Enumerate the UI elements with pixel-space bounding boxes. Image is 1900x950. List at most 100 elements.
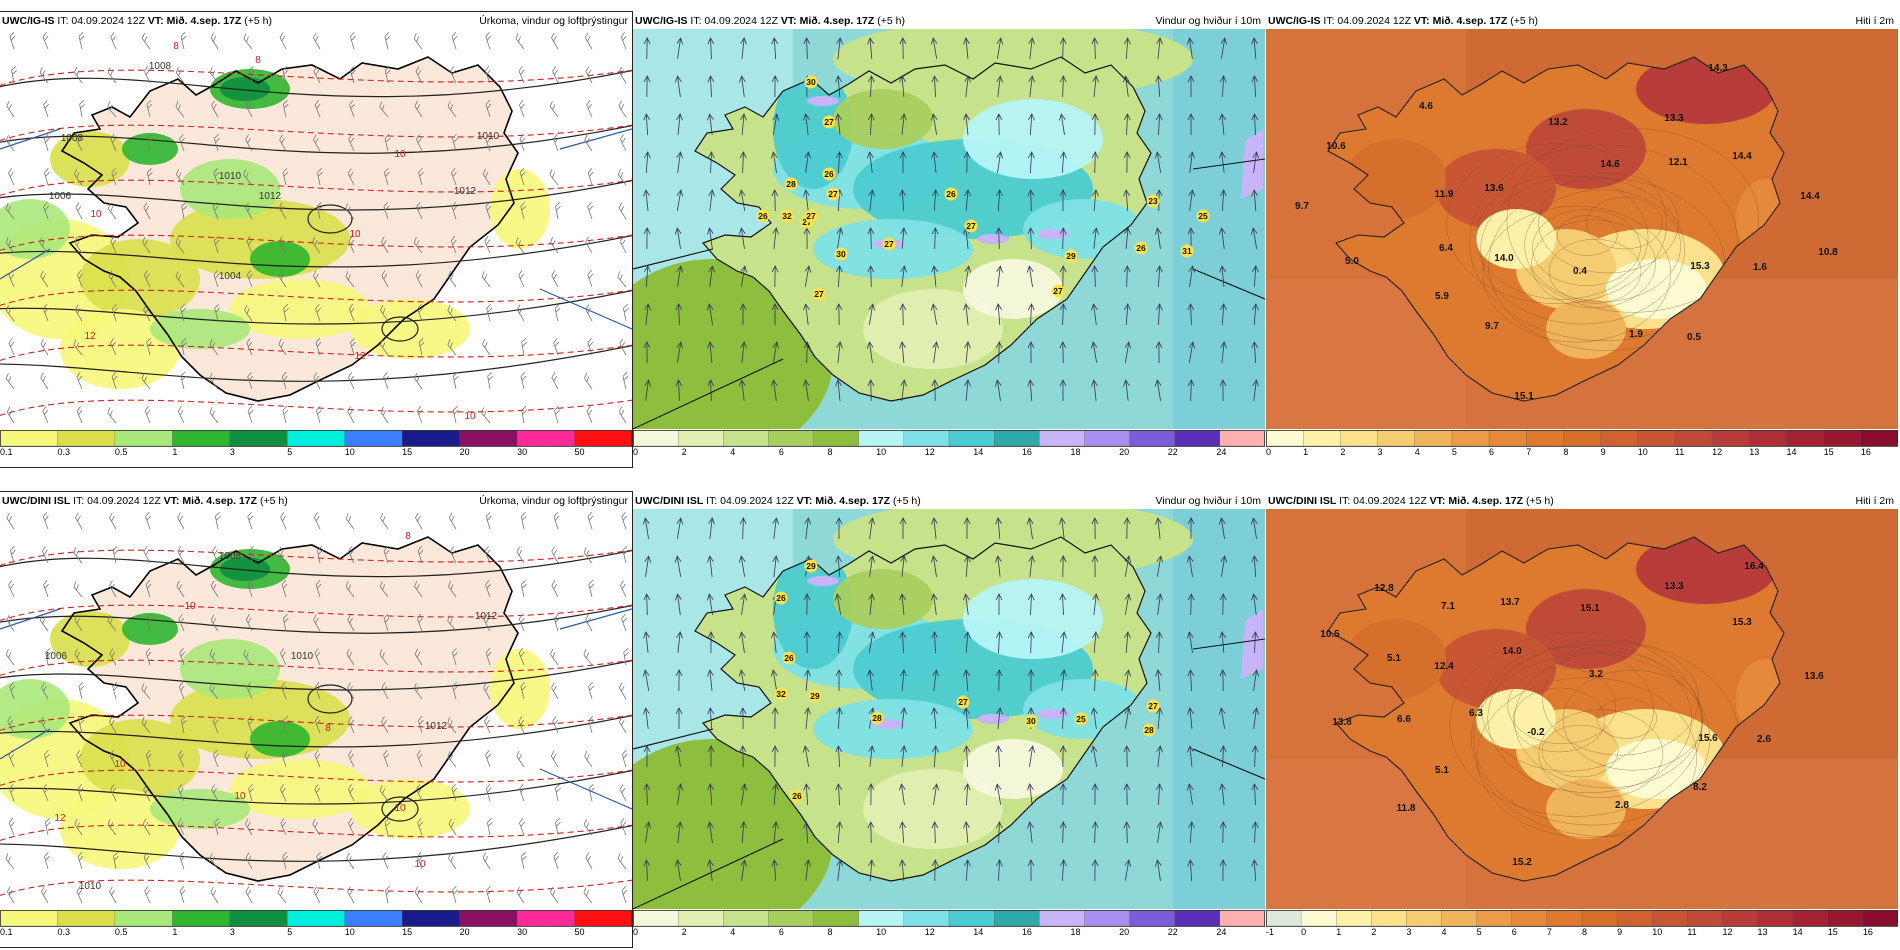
contour-label: 12 [84,331,96,342]
legend-tick-label: 16 [1862,927,1873,937]
temperature-label: 5.1 [1435,765,1449,776]
legend-swatch [993,910,1040,927]
panel-header: UWC/IG-IS IT: 04.09.2024 12Z VT: Mið. 4.… [635,15,905,27]
model-name: UWC/IG-IS [1268,15,1321,27]
legend-tick-label: 22 [1167,927,1178,937]
temperature-label: 14.0 [1494,253,1514,264]
temperature-label: 0.5 [1687,332,1701,343]
contour-label: 1006 [45,651,68,662]
gust-marker [1024,714,1038,728]
legend-swatch [903,910,950,927]
legend-swatch [993,430,1040,447]
panel-title: Úrkoma, vindur og loftþrýstingur [479,15,628,27]
legend-swatch [114,910,174,927]
legend-swatch [768,430,815,447]
gust-value-label: 32 [776,689,786,699]
temperature-label: 13.8 [1332,717,1352,728]
contour-label: 10 [184,601,196,612]
gust-marker [822,115,836,129]
legend-swatch [723,910,770,927]
legend-tick-label: 1 [172,927,178,937]
temperature-label: 13.2 [1548,117,1568,128]
legend-swatch [172,910,231,927]
contour-label: 1010 [477,131,500,142]
legend-tick-label: 2 [1340,447,1346,457]
gust-value-label: 29 [1066,251,1076,261]
temperature-label: 11.9 [1435,189,1454,200]
temperature-label: 5.0 [1345,256,1359,267]
legend-colorbar [633,430,1265,447]
gust-value-label: 27 [828,189,838,199]
gust-marker [812,287,826,301]
legend-colorbar [0,910,632,927]
legend-swatch [633,430,679,447]
temperature-label: 2.8 [1615,800,1629,811]
legend-swatch [1511,910,1548,927]
temperature-label: 15.6 [1698,733,1718,744]
valid-time: Mið. 4.sep. 17Z [815,495,891,507]
legend-ticks: 0.1 0.3 0.5 1 3 5 10 15 20 30 50 [0,927,632,943]
gust-marker [1196,209,1210,223]
gust-marker [826,187,840,201]
legend-tick-label: 12 [1722,927,1733,937]
legend-tick-label: 7 [1526,447,1532,457]
valid-label: VT: [163,495,180,507]
legend-swatch [1219,430,1265,447]
gust-marker [1142,723,1156,737]
legend-swatch [1414,430,1453,447]
gust-marker [774,591,788,605]
gust-value-label: 27 [884,239,894,249]
gust-marker [804,75,818,89]
map-canvas: 14.3 4.6 10.6 13.2 13.3 14.6 12.1 14.4 11.9 13.6 1… [1266,29,1898,429]
contour-label: 8 [255,55,261,66]
temperature-label: 14.0 [1502,646,1522,657]
color-legend: 0 2 4 6 8 10 12 14 16 18 20 22 24 [633,430,1265,466]
gust-value-label: 30 [806,77,816,87]
legend-tick-label: 7 [1546,927,1552,937]
contour-label: 12 [54,813,66,824]
legend-tick-label: 5 [1451,447,1457,457]
gust-marker [1074,712,1088,726]
legend-tick-label: 8 [827,447,833,457]
lead-time: (+5 h) [259,495,288,507]
gust-value-label: 29 [806,561,816,571]
legend-tick-label: 2 [681,447,687,457]
legend-tick-label: 0 [633,447,639,457]
legend-swatch [1303,430,1342,447]
panel-title: Vindur og hviður í 10m [1155,15,1261,27]
temperature-label: 3.2 [1589,669,1603,680]
gust-value-label: 25 [1198,211,1208,221]
legend-swatch [114,430,174,447]
gust-value-label: 23 [1148,196,1158,206]
contour-label: 1010 [291,651,314,662]
legend-tick-label: 16 [1021,447,1032,457]
legend-swatch [1266,430,1304,447]
legend-tick-label: 20 [459,927,470,937]
legend-swatch [903,430,950,447]
legend-swatch [574,910,632,927]
legend-swatch [1129,910,1176,927]
legend-swatch [1749,430,1788,447]
legend-tick-label: 1 [1303,447,1309,457]
contour-label: 8 [325,723,331,734]
valid-label: VT: [796,495,813,507]
legend-swatch [1174,910,1221,927]
legend-tick-label: 20 [459,447,470,457]
legend-swatch [229,910,288,927]
init-time: IT: 04.09.2024 12Z [73,495,161,507]
contour-label: 1008 [149,61,172,72]
panel-title: Vindur og hviður í 10m [1155,495,1261,507]
gust-marker [1134,241,1148,255]
temperature-label: 10.5 [1320,629,1340,640]
legend-swatch [1546,910,1583,927]
gust-marker [1180,244,1194,258]
legend-swatch [813,430,860,447]
legend-swatch [574,430,632,447]
model-name: UWC/DINI ISL [1268,495,1337,507]
gust-value-label: 26 [792,791,802,801]
legend-tick-label: 8 [827,927,833,937]
color-legend: 0.1 0.3 0.5 1 3 5 10 15 20 30 50 [0,910,632,946]
contour-label: 1012 [475,611,498,622]
contour-label: 10 [464,411,476,422]
